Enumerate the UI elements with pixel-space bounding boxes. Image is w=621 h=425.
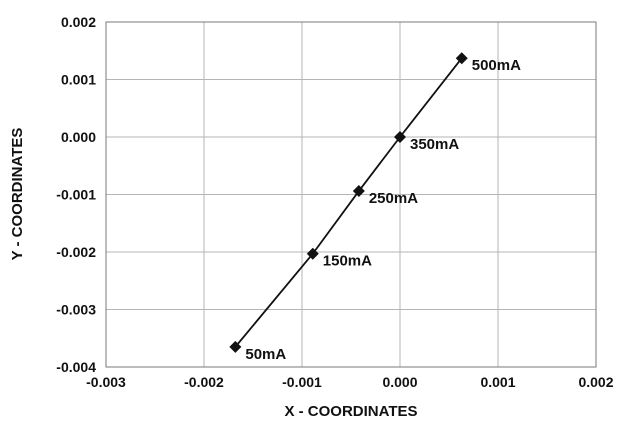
x-tick-label: -0.001 (282, 374, 322, 390)
x-axis-title: X - COORDINATES (284, 403, 417, 420)
plot-area (105, 21, 597, 368)
grid (105, 21, 597, 368)
data-point-marker (306, 247, 319, 260)
y-tick-label: -0.002 (56, 244, 96, 260)
x-tick-label: 0.002 (578, 374, 613, 390)
data-point-marker (394, 131, 406, 143)
x-tick-label: 0.001 (480, 374, 515, 390)
y-tick-label: 0.000 (61, 129, 96, 145)
y-tick-label: -0.003 (56, 302, 96, 318)
series-line (234, 57, 463, 348)
data-point-marker (455, 52, 468, 65)
data-point-label: 250mA (369, 190, 418, 207)
y-axis-ticks: 0.002 0.001 0.000 -0.001 -0.002 -0.003 -0.004 (56, 14, 96, 375)
x-tick-label: -0.003 (86, 374, 126, 390)
x-axis-ticks: -0.003 -0.002 -0.001 0.000 0.001 0.002 (86, 374, 614, 390)
data-point-label: 500mA (472, 57, 521, 74)
data-point-label: 50mA (245, 346, 286, 363)
y-tick-label: -0.004 (56, 359, 96, 375)
data-point-marker (352, 185, 365, 198)
point-labels: 50mA 150mA 250mA 350mA 500mA (245, 57, 521, 363)
data-point-label: 350mA (410, 136, 459, 153)
y-axis-title: Y - COORDINATES (9, 128, 26, 261)
data-point-marker (229, 340, 242, 353)
y-tick-label: 0.001 (61, 72, 96, 88)
y-tick-label: 0.002 (61, 14, 96, 30)
x-tick-label: -0.002 (184, 374, 224, 390)
x-tick-label: 0.000 (382, 374, 417, 390)
y-tick-label: -0.001 (56, 187, 96, 203)
series (229, 52, 468, 353)
data-point-label: 150mA (323, 253, 372, 270)
